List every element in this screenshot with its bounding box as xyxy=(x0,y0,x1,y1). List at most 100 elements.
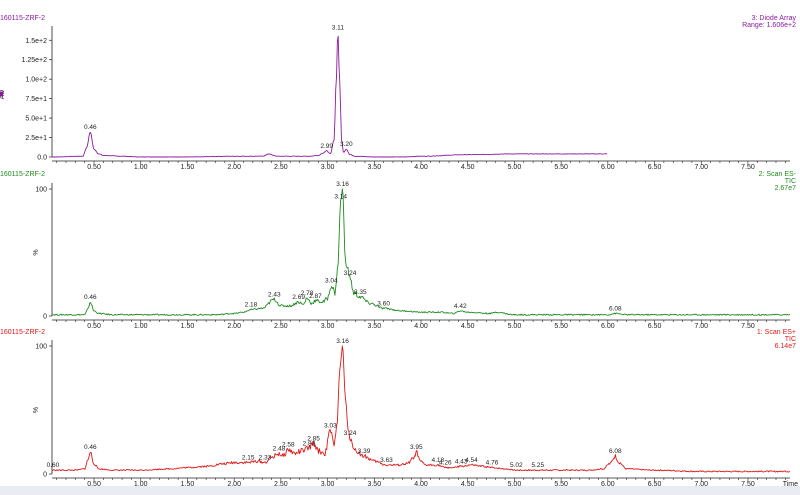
peak-label: 3.16 xyxy=(336,338,349,345)
peak-label: 2.33 xyxy=(259,454,272,461)
peak-label: 4.18 xyxy=(431,457,444,464)
x-tick-label: 2.00 xyxy=(227,323,241,330)
y-tick-label: 0 xyxy=(43,314,47,321)
peak-label: 2.80 xyxy=(303,440,316,447)
x-tick-label: 2.50 xyxy=(274,164,288,171)
y-tick-label: 100 xyxy=(35,187,47,194)
peak-label: 0.46 xyxy=(84,444,97,451)
peak-label: 3.24 xyxy=(344,430,357,437)
peak-label: 2.87 xyxy=(309,293,322,300)
peak-label: 2.69 xyxy=(292,294,305,301)
panel-2 xyxy=(49,183,791,324)
peak-label: 3.24 xyxy=(344,270,357,277)
peak-label: 4.54 xyxy=(465,457,478,464)
x-tick-label: 2.50 xyxy=(274,481,288,488)
y-tick-label: 0.0 xyxy=(37,155,47,162)
peak-label: 2.99 xyxy=(320,143,333,150)
trace-label: TIC xyxy=(785,336,796,343)
x-tick-label: 4.50 xyxy=(461,481,475,488)
peak-label: 2.48 xyxy=(273,446,286,453)
x-tick-label: 6.50 xyxy=(648,481,662,488)
x-tick-label: 4.50 xyxy=(461,323,475,330)
x-tick-label: 0.50 xyxy=(87,323,101,330)
function-label: 3: Diode Array xyxy=(752,15,797,22)
x-tick-label: 1.50 xyxy=(181,164,195,171)
peak-label: 6.08 xyxy=(609,448,622,455)
function-label: 2: Scan ES- xyxy=(759,171,797,178)
x-tick-label: 4.50 xyxy=(461,164,475,171)
y-axis-symbol: % xyxy=(33,407,40,413)
peak-label: 0.46 xyxy=(84,294,97,301)
x-tick-label: 3.50 xyxy=(367,481,381,488)
x-tick-label: 5.50 xyxy=(554,164,568,171)
peak-label: 3.63 xyxy=(380,457,393,464)
x-tick-label: 3.50 xyxy=(367,323,381,330)
x-tick-label: 4.00 xyxy=(414,164,428,171)
x-tick-label: 6.50 xyxy=(648,164,662,171)
y-axis-symbol: % xyxy=(33,249,40,255)
sample-label: 160115-ZRF-2 xyxy=(0,329,45,336)
x-tick-label: 6.50 xyxy=(648,323,662,330)
x-tick-label: 1.50 xyxy=(181,323,195,330)
y-tick-label: 1.5e+2 xyxy=(25,38,47,45)
x-tick-label: 2.00 xyxy=(227,164,241,171)
x-tick-label: 7.00 xyxy=(694,164,708,171)
peak-label: 4.43 xyxy=(455,458,468,465)
peak-label: 0.60 xyxy=(47,462,60,469)
x-tick-label: 6.00 xyxy=(601,323,615,330)
x-tick-label: 2.50 xyxy=(274,323,288,330)
peak-label: 2.43 xyxy=(268,291,281,298)
x-tick-label: 4.00 xyxy=(414,481,428,488)
x-tick-label: 2.00 xyxy=(227,481,241,488)
marker-square xyxy=(0,91,3,97)
peak-label: 2.58 xyxy=(282,442,295,449)
peak-label: 3.14 xyxy=(334,194,347,201)
panel-3 xyxy=(49,340,791,482)
x-tick-label: 5.50 xyxy=(554,323,568,330)
trace-line xyxy=(51,188,791,316)
x-tick-label: 7.50 xyxy=(741,481,755,488)
peak-label: 2.18 xyxy=(245,302,258,309)
trace-line xyxy=(51,345,791,473)
x-tick-label: 5.50 xyxy=(554,481,568,488)
x-tick-label: 3.00 xyxy=(321,323,335,330)
peak-label: 3.39 xyxy=(358,448,371,455)
y-tick-label: 7.5e+1 xyxy=(25,96,47,103)
x-tick-label: 0.50 xyxy=(87,164,101,171)
x-tick-label: 1.50 xyxy=(181,481,195,488)
peak-label: 4.26 xyxy=(439,460,452,467)
x-tick-label: 0.50 xyxy=(87,481,101,488)
x-tick-label: 1.00 xyxy=(134,323,148,330)
x-tick-label: 5.00 xyxy=(508,164,522,171)
sample-label: 160115-ZRF-2 xyxy=(0,171,45,178)
peak-label: 2.85 xyxy=(307,435,320,442)
x-tick-label: 7.50 xyxy=(741,323,755,330)
sample-label: 160115-ZRF-2 xyxy=(0,15,45,22)
peak-label: 3.60 xyxy=(377,300,390,307)
peak-label: 3.35 xyxy=(354,289,367,296)
x-tick-label: 3.00 xyxy=(321,164,335,171)
peak-label: 5.02 xyxy=(510,462,523,469)
x-tick-label: 6.00 xyxy=(601,164,615,171)
panel-1 xyxy=(49,26,790,165)
x-tick-label: 4.00 xyxy=(414,323,428,330)
peak-label: 5.25 xyxy=(531,462,544,469)
range-label: 2.67e7 xyxy=(775,185,797,192)
peak-label: 3.16 xyxy=(336,181,349,188)
x-tick-label: 3.50 xyxy=(367,164,381,171)
range-label: 6.14e7 xyxy=(775,343,797,350)
trace-line xyxy=(51,35,608,158)
peak-label: 3.95 xyxy=(410,444,423,451)
y-tick-label: 1.0e+2 xyxy=(25,77,47,84)
x-tick-label: 1.00 xyxy=(134,164,148,171)
peak-label: 3.03 xyxy=(324,422,337,429)
peak-label: 2.15 xyxy=(242,454,255,461)
x-tick-label: 5.00 xyxy=(508,323,522,330)
peak-label: 4.76 xyxy=(486,460,499,467)
peak-label: 3.20 xyxy=(340,141,353,148)
peak-label: 2.78 xyxy=(301,290,314,297)
peak-label: 6.08 xyxy=(609,305,622,312)
x-tick-label: 5.00 xyxy=(508,481,522,488)
y-tick-label: 1.25e+2 xyxy=(22,57,48,64)
